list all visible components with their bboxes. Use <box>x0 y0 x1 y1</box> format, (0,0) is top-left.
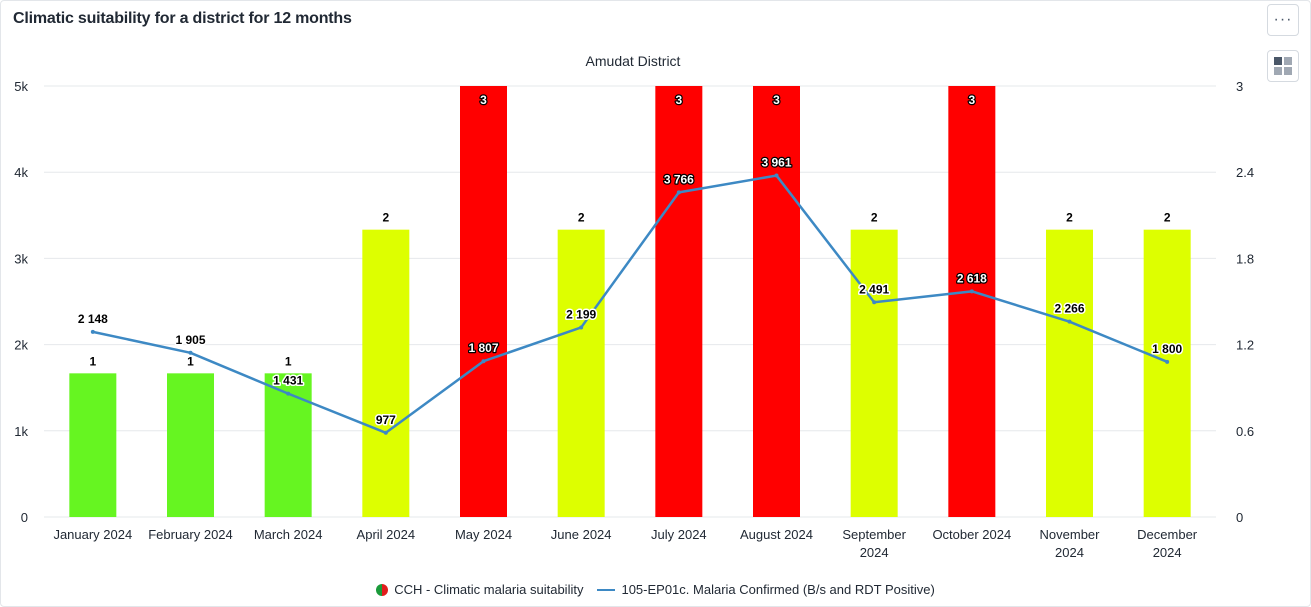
line-data-label: 1 431 <box>273 374 303 388</box>
line-data-label: 1 800 <box>1152 342 1182 356</box>
right-axis: 0 0.6 1.2 1.8 2.4 3 <box>1236 79 1254 525</box>
line-data-label: 3 766 <box>664 172 694 186</box>
bar[interactable] <box>264 373 312 517</box>
x-tick-label: July 2024 <box>651 527 707 542</box>
data-labels: 1 1 1 2 3 2 3 3 2 3 2 2 2 148 1 905 1 431 977 1 807 2 199… <box>76 92 1184 429</box>
line-point[interactable] <box>188 350 193 355</box>
left-tick-label: 2k <box>14 338 28 353</box>
left-tick-label: 1k <box>14 424 28 439</box>
right-tick-label: 2.4 <box>1236 165 1254 180</box>
bar[interactable] <box>850 229 898 517</box>
left-tick-label: 5k <box>14 79 28 94</box>
line-data-label: 3 961 <box>761 156 791 170</box>
bar[interactable] <box>557 229 605 517</box>
ellipsis-icon: ··· <box>1273 11 1293 28</box>
bar[interactable] <box>460 86 507 517</box>
x-tick-label: October 2024 <box>932 527 1011 542</box>
line-point[interactable] <box>90 329 95 334</box>
x-tick-label: March 2024 <box>254 527 323 542</box>
right-tick-label: 1.2 <box>1236 338 1254 353</box>
bar-data-label: 3 <box>480 93 487 107</box>
x-tick-label: November <box>1040 527 1101 542</box>
line-data-label: 2 199 <box>566 307 596 321</box>
combo-chart: Amudat District 0 1k 2k 3k 4k 5k 0 0.6 1.2 1.8 2.… <box>14 53 1254 560</box>
right-tick-label: 3 <box>1236 79 1243 94</box>
line-data-label: 1 905 <box>175 333 205 347</box>
legend-label-confirmed: 105-EP01c. Malaria Confirmed (B/s and RD… <box>621 582 935 597</box>
right-tick-label: 0.6 <box>1236 424 1254 439</box>
bar-data-label: 2 <box>1164 211 1171 225</box>
bar[interactable] <box>69 373 117 517</box>
grid-icon <box>1274 57 1292 75</box>
bar[interactable] <box>1046 229 1093 517</box>
line-point[interactable] <box>774 173 779 178</box>
bar-data-label: 3 <box>773 93 780 107</box>
bar-data-label: 3 <box>968 93 975 107</box>
bar-data-label: 1 <box>187 354 194 368</box>
x-tick-label: June 2024 <box>551 527 612 542</box>
legend-dot-icon <box>376 583 389 596</box>
line-data-label: 2 618 <box>957 271 987 285</box>
line-data-label: 1 807 <box>468 341 498 355</box>
line-point[interactable] <box>481 359 486 364</box>
line-point[interactable] <box>1165 359 1170 364</box>
left-axis: 0 1k 2k 3k 4k 5k <box>14 79 28 525</box>
bar[interactable] <box>362 229 410 517</box>
line-point[interactable] <box>286 391 291 396</box>
bar[interactable] <box>948 86 996 517</box>
bar[interactable] <box>167 373 214 517</box>
legend-item-confirmed[interactable]: 105-EP01c. Malaria Confirmed (B/s and RD… <box>597 582 935 597</box>
bar-data-label: 2 <box>382 211 389 225</box>
layout-toggle-button[interactable] <box>1267 50 1299 82</box>
line-point[interactable] <box>579 325 584 330</box>
line-data-label: 2 266 <box>1054 302 1084 316</box>
x-tick-label: February 2024 <box>148 527 233 542</box>
bar-data-label: 2 <box>871 211 878 225</box>
x-tick-label: April 2024 <box>357 527 416 542</box>
x-tick-label: May 2024 <box>455 527 512 542</box>
x-tick-label: August 2024 <box>740 527 813 542</box>
bar-data-label: 1 <box>89 354 96 368</box>
bar-data-label: 1 <box>285 354 292 368</box>
legend: CCH - Climatic malaria suitability 105-E… <box>0 582 1311 597</box>
bar-data-label: 2 <box>1066 211 1073 225</box>
line-data-label: 2 148 <box>78 312 108 326</box>
line-point[interactable] <box>872 300 877 305</box>
chart-card-title: Climatic suitability for a district for … <box>13 10 352 27</box>
bar[interactable] <box>1143 229 1191 517</box>
x-tick-label: December <box>1137 527 1198 542</box>
bar-data-label: 3 <box>675 93 682 107</box>
chart-subtitle: Amudat District <box>586 53 681 69</box>
bar[interactable] <box>753 86 800 517</box>
x-tick-label: January 2024 <box>53 527 132 542</box>
line-data-label: 977 <box>376 413 396 427</box>
line-point[interactable] <box>1067 319 1072 324</box>
line-path <box>92 174 1168 435</box>
legend-item-suitability[interactable]: CCH - Climatic malaria suitability <box>376 582 583 597</box>
x-tick-label: 2024 <box>860 545 889 560</box>
line-point[interactable] <box>676 190 681 195</box>
x-tick-label: 2024 <box>1055 545 1084 560</box>
legend-label-suitability: CCH - Climatic malaria suitability <box>394 582 584 597</box>
line-point[interactable] <box>969 289 974 294</box>
left-tick-label: 0 <box>21 510 28 525</box>
legend-line-icon <box>597 588 616 591</box>
bar-series <box>69 86 1191 517</box>
right-tick-label: 1.8 <box>1236 251 1254 266</box>
line-point[interactable] <box>383 430 388 435</box>
right-tick-label: 0 <box>1236 510 1243 525</box>
line-series <box>90 173 1170 435</box>
left-tick-label: 4k <box>14 165 28 180</box>
left-tick-label: 3k <box>14 251 28 266</box>
x-tick-label: September <box>842 527 906 542</box>
x-axis: January 2024 February 2024 March 2024 April… <box>53 527 1197 560</box>
bar-data-label: 2 <box>578 211 585 225</box>
x-tick-label: 2024 <box>1153 545 1182 560</box>
line-data-label: 2 491 <box>859 282 889 296</box>
gridlines <box>44 85 1216 518</box>
bar[interactable] <box>655 86 703 517</box>
more-options-button[interactable]: ··· <box>1267 4 1299 36</box>
